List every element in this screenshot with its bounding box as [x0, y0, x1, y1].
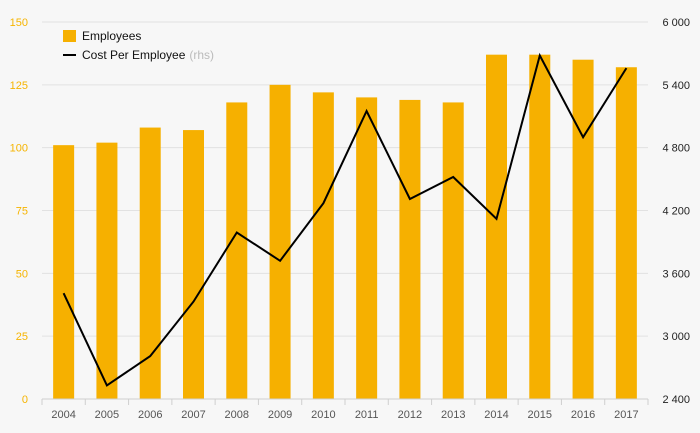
x-tick-label-2012: 2012 — [398, 409, 422, 421]
line-cost-per-employee — [62, 52, 628, 387]
legend-label-employees: Employees — [82, 29, 141, 43]
y-left-tick-label: 25 — [16, 331, 28, 343]
axes: 0 2 400 25 3 000 50 3 600 75 4 200 100 4 800 125 5 … — [10, 17, 690, 421]
bar-employees-2010 — [312, 92, 334, 399]
bar-employees-2016 — [572, 59, 594, 399]
y-left-tick-label: 100 — [10, 143, 28, 155]
bar-employees-2015 — [529, 54, 551, 399]
x-tick-label-2005: 2005 — [95, 409, 119, 421]
bar-employees-2013 — [442, 102, 464, 399]
y-right-tick-label: 2 400 — [662, 394, 690, 406]
x-tick-label-2006: 2006 — [138, 409, 162, 421]
bar-employees-2007 — [183, 130, 204, 399]
x-tick-label-2010: 2010 — [311, 409, 335, 421]
x-tick-label-2004: 2004 — [51, 409, 75, 421]
x-tick-label-2015: 2015 — [528, 409, 552, 421]
y-left-tick-label: 0 — [22, 394, 28, 406]
x-tick-label-2013: 2013 — [441, 409, 465, 421]
bar-employees-2009 — [269, 84, 291, 399]
y-left-tick-label: 50 — [16, 268, 28, 280]
y-right-tick-label: 6 000 — [662, 17, 690, 29]
x-tick-label-2016: 2016 — [571, 409, 595, 421]
grid-lines — [42, 21, 648, 400]
legend-label-cost-per-employee: Cost Per Employee (rhs) — [82, 48, 214, 62]
x-tick-label-2009: 2009 — [268, 409, 292, 421]
y-right-tick-label: 3 600 — [662, 268, 690, 280]
x-tick-label-2014: 2014 — [484, 409, 508, 421]
bar-employees-2008 — [226, 102, 248, 399]
y-right-tick-label: 5 400 — [662, 80, 690, 92]
x-tick-label-2011: 2011 — [355, 409, 379, 421]
bar-employees-2014 — [486, 54, 507, 399]
bar-employees-2012 — [399, 99, 421, 399]
x-tick-label-2007: 2007 — [181, 409, 205, 421]
cost-line — [62, 52, 628, 387]
y-left-tick-label: 150 — [10, 17, 28, 29]
y-right-tick-label: 4 200 — [662, 206, 690, 218]
bar-employees-2006 — [139, 127, 161, 399]
legend-swatch-employees — [63, 30, 76, 42]
y-left-tick-label: 75 — [16, 206, 28, 218]
y-right-tick-label: 4 800 — [662, 143, 690, 155]
legend: Employees Cost Per Employee (rhs) — [63, 29, 214, 62]
bar-employees-2017 — [615, 67, 637, 400]
x-tick-label-2017: 2017 — [614, 409, 638, 421]
y-right-tick-label: 3 000 — [662, 331, 690, 343]
bar-employees-2005 — [96, 142, 118, 399]
employees-bars — [53, 54, 637, 400]
bar-employees-2004 — [53, 145, 75, 399]
x-tick-label-2008: 2008 — [225, 409, 249, 421]
bar-employees-2011 — [356, 97, 378, 400]
y-left-tick-label: 125 — [10, 80, 28, 92]
